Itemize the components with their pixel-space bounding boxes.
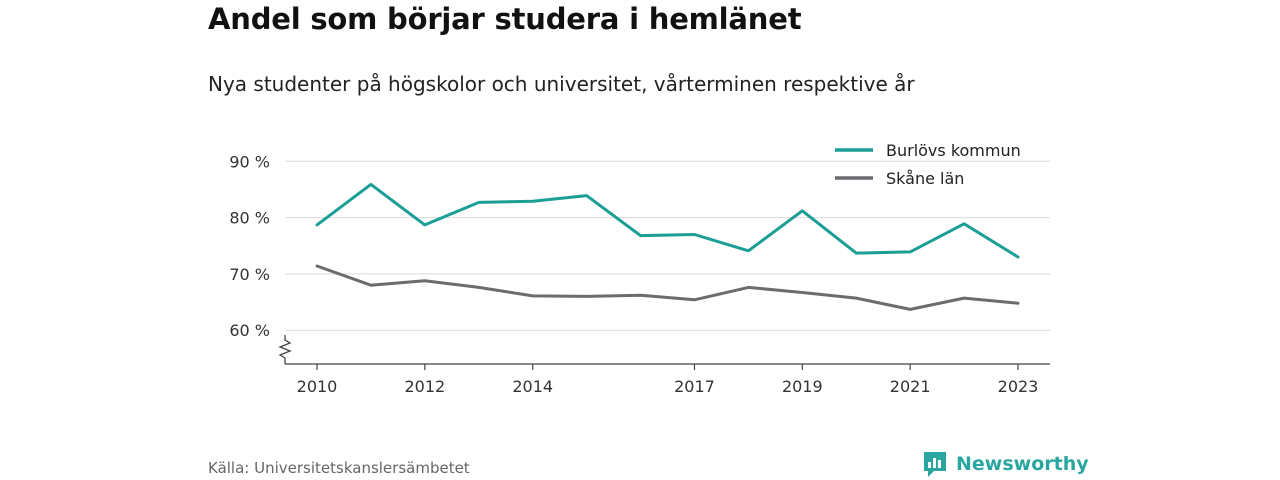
x-tick-label: 2017	[674, 377, 715, 396]
y-tick-label: 60 %	[229, 321, 270, 340]
legend-label: Burlövs kommun	[886, 141, 1021, 160]
y-tick-label: 90 %	[229, 152, 270, 171]
axis-break-icon	[278, 335, 292, 364]
y-tick-label: 80 %	[229, 209, 270, 228]
x-tick-label: 2019	[782, 377, 823, 396]
source-note: Källa: Universitetskanslersämbetet	[208, 459, 470, 477]
series-line-burlov	[315, 182, 1020, 259]
grid-lines	[285, 160, 1050, 331]
chart-subtitle: Nya studenter på högskolor och universit…	[208, 72, 915, 96]
legend: Burlövs kommun Skåne län	[835, 141, 1021, 188]
x-axis: 2010 2012 2014 2017 2019 2021 2023	[278, 335, 1050, 396]
series-line-skane	[315, 264, 1020, 311]
x-tick-label: 2010	[297, 377, 338, 396]
brand-logo: Newsworthy	[922, 450, 1089, 478]
y-axis: 60 % 70 % 80 % 90 %	[229, 152, 270, 340]
x-tick-label: 2021	[890, 377, 931, 396]
x-tick-label: 2023	[998, 377, 1039, 396]
legend-label: Skåne län	[886, 169, 964, 188]
brand-name: Newsworthy	[956, 453, 1089, 475]
series-lines	[315, 182, 1020, 311]
chart-title: Andel som börjar studera i hemlänet	[208, 2, 802, 36]
newsworthy-logo-icon	[924, 452, 946, 477]
x-tick-label: 2014	[512, 377, 553, 396]
x-tick-label: 2012	[404, 377, 445, 396]
y-tick-label: 70 %	[229, 265, 270, 284]
